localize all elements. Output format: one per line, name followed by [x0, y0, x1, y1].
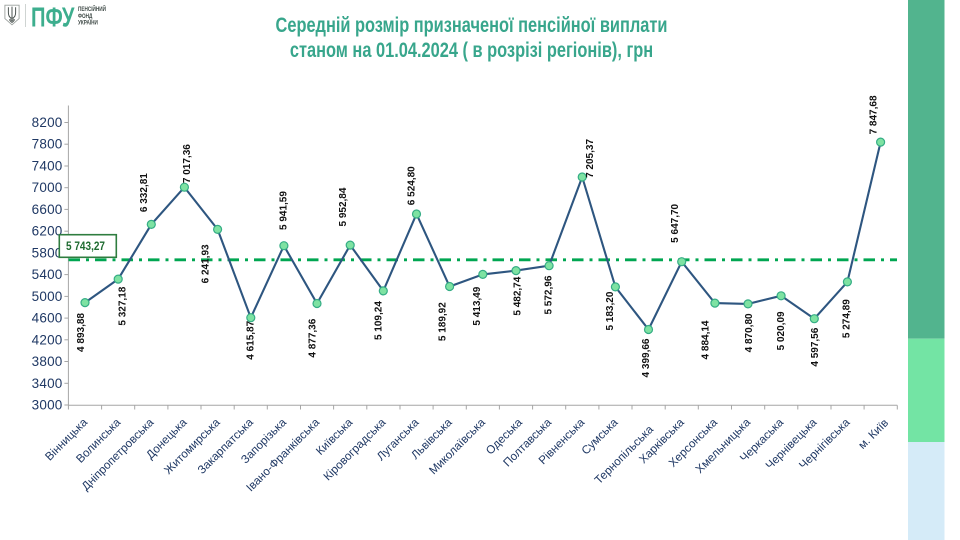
svg-text:Сумська: Сумська [579, 416, 621, 458]
svg-text:6600: 6600 [32, 202, 63, 217]
svg-text:5000: 5000 [32, 289, 63, 304]
svg-text:4 615,87: 4 615,87 [245, 320, 256, 359]
svg-text:4200: 4200 [32, 332, 63, 347]
svg-text:7 205,37: 7 205,37 [585, 139, 596, 178]
svg-text:5 572,96: 5 572,96 [544, 275, 555, 314]
svg-text:3800: 3800 [32, 354, 63, 369]
svg-text:4 399,66: 4 399,66 [641, 338, 652, 377]
svg-text:7 017,36: 7 017,36 [182, 144, 193, 183]
svg-text:ФОНД: ФОНД [78, 13, 92, 20]
svg-text:5 274,89: 5 274,89 [842, 299, 853, 338]
svg-text:7400: 7400 [32, 159, 63, 174]
svg-text:6 332,81: 6 332,81 [139, 173, 150, 212]
svg-text:ПФУ: ПФУ [31, 2, 75, 33]
svg-text:6 241,93: 6 241,93 [201, 244, 212, 283]
svg-text:4 870,80: 4 870,80 [744, 313, 755, 352]
svg-text:3000: 3000 [32, 398, 63, 413]
svg-text:7000: 7000 [32, 180, 63, 195]
svg-text:5 020,09: 5 020,09 [776, 311, 787, 350]
svg-text:5 327,18: 5 327,18 [118, 286, 129, 325]
svg-text:4 877,36: 4 877,36 [308, 318, 319, 357]
svg-text:5 941,59: 5 941,59 [279, 191, 290, 230]
svg-text:6 524,80: 6 524,80 [407, 166, 418, 205]
svg-text:4 893,88: 4 893,88 [76, 313, 87, 352]
svg-text:5 109,24: 5 109,24 [374, 301, 385, 340]
svg-text:5 413,49: 5 413,49 [472, 286, 483, 325]
svg-text:5 952,84: 5 952,84 [338, 187, 349, 226]
svg-text:5 743,27: 5 743,27 [66, 241, 105, 254]
svg-text:7800: 7800 [32, 137, 63, 152]
svg-text:6200: 6200 [32, 224, 63, 239]
svg-text:5800: 5800 [32, 245, 63, 260]
svg-text:5400: 5400 [32, 267, 63, 282]
svg-text:4 884,14: 4 884,14 [701, 320, 712, 359]
svg-text:4 597,56: 4 597,56 [810, 327, 821, 366]
svg-text:8200: 8200 [32, 115, 63, 130]
svg-text:м. Київ: м. Київ [856, 416, 891, 451]
svg-text:7 847,68: 7 847,68 [869, 95, 880, 134]
svg-text:5 189,92: 5 189,92 [438, 302, 449, 341]
svg-text:5 647,70: 5 647,70 [670, 203, 681, 242]
svg-text:5 183,20: 5 183,20 [605, 291, 616, 330]
svg-text:3400: 3400 [32, 376, 63, 391]
svg-text:ПЕНСІЙНИЙ: ПЕНСІЙНИЙ [78, 4, 106, 13]
svg-text:4600: 4600 [32, 311, 63, 326]
svg-text:5 482,74: 5 482,74 [513, 276, 524, 315]
svg-text:УКРАЇНИ: УКРАЇНИ [78, 19, 98, 27]
